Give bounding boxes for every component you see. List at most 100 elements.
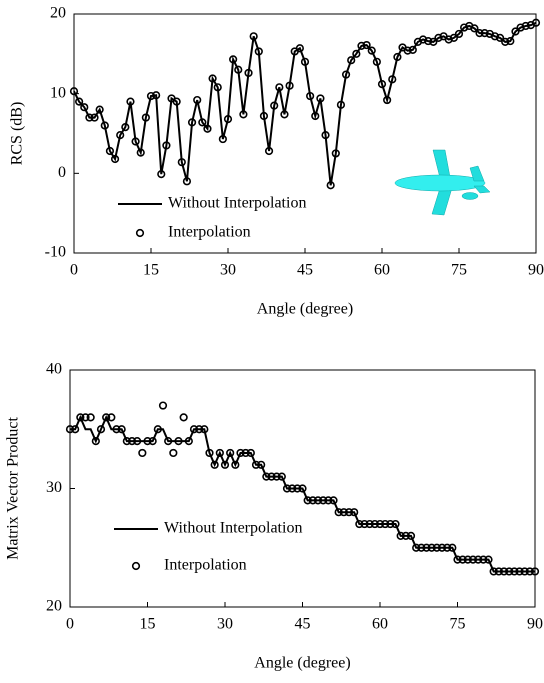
data-point <box>295 44 304 53</box>
data-point <box>501 37 510 46</box>
data-point <box>511 27 520 36</box>
data-point <box>259 111 269 121</box>
data-point <box>474 555 483 564</box>
data-point <box>460 23 469 32</box>
data-point <box>326 181 335 190</box>
data-point <box>210 460 219 469</box>
data-point <box>412 543 421 552</box>
data-point <box>65 425 75 434</box>
data-point <box>95 105 104 114</box>
data-point <box>341 70 351 79</box>
data-point <box>505 567 514 576</box>
data-point <box>316 94 325 103</box>
y-axis-label: RCS (dB) <box>9 102 26 166</box>
data-point <box>454 29 464 39</box>
data-point <box>306 91 315 101</box>
data-point <box>313 496 323 505</box>
x-tick-label: 90 <box>528 262 544 279</box>
data-point <box>355 519 364 529</box>
data-point <box>443 543 452 552</box>
data-point <box>383 95 392 105</box>
data-point <box>375 519 385 529</box>
airplane-engine <box>461 192 479 200</box>
data-point <box>112 425 121 434</box>
data-point <box>434 33 443 43</box>
data-point <box>121 123 130 132</box>
data-point <box>257 460 266 469</box>
data-point <box>280 110 289 119</box>
data-point <box>267 472 276 481</box>
x-tick-label: 0 <box>66 616 74 633</box>
data-point <box>249 32 258 41</box>
airplane-icon <box>394 149 491 216</box>
data-point <box>138 448 147 458</box>
data-point <box>516 23 525 32</box>
data-point <box>198 118 207 127</box>
data-point <box>350 508 359 517</box>
y-tick-label: 20 <box>50 5 66 22</box>
data-point <box>525 567 534 576</box>
data-point <box>490 32 500 41</box>
data-point <box>174 437 183 446</box>
data-line <box>73 21 537 186</box>
data-point <box>133 437 142 446</box>
x-tick-label: 15 <box>143 262 159 279</box>
y-tick-label: 0 <box>58 164 66 181</box>
airplane-body <box>394 174 486 192</box>
data-point <box>241 448 250 458</box>
data-point <box>254 47 263 56</box>
data-point <box>126 97 135 106</box>
airplane-wing <box>431 187 453 216</box>
data-point <box>193 95 202 105</box>
data-point <box>136 148 145 157</box>
data-point <box>391 519 400 529</box>
data-point <box>521 21 530 31</box>
legend-marker <box>135 228 145 238</box>
data-point <box>100 121 109 130</box>
x-tick-label: 75 <box>451 262 467 279</box>
data-point <box>372 57 381 66</box>
data-point <box>208 74 217 83</box>
data-point <box>69 87 79 96</box>
data-point <box>239 110 248 119</box>
data-point <box>179 413 188 422</box>
data-point <box>303 496 312 505</box>
legend-marker <box>131 561 141 571</box>
data-point <box>143 437 152 446</box>
x-tick-label: 15 <box>140 616 156 633</box>
data-point <box>357 41 366 50</box>
data-point <box>131 137 140 146</box>
data-point <box>331 149 340 158</box>
data-point <box>288 484 297 493</box>
data-point <box>470 24 479 33</box>
data-point <box>226 448 235 458</box>
y-tick-label: -10 <box>45 244 66 261</box>
data-point <box>229 55 238 64</box>
data-point <box>484 555 493 564</box>
data-point <box>334 508 343 517</box>
data-point <box>396 531 405 541</box>
data-point <box>177 158 186 167</box>
data-point <box>468 555 478 564</box>
data-point <box>285 81 294 90</box>
y-tick-label: 30 <box>46 479 62 496</box>
data-point <box>463 555 472 564</box>
data-point <box>408 45 417 54</box>
legend-label: Interpolation <box>168 224 251 241</box>
data-point <box>520 567 529 576</box>
data-point <box>448 543 457 552</box>
data-point <box>141 113 150 122</box>
data-point <box>444 35 453 44</box>
data-point <box>158 401 168 410</box>
data-point <box>270 101 279 110</box>
data-point <box>506 36 515 46</box>
data-point <box>531 18 541 27</box>
data-point <box>329 496 338 505</box>
data-point <box>324 496 333 505</box>
data-point <box>251 460 261 469</box>
x-axis-label: Angle (degree) <box>254 655 350 672</box>
data-point <box>218 134 227 144</box>
data-point <box>195 425 204 434</box>
